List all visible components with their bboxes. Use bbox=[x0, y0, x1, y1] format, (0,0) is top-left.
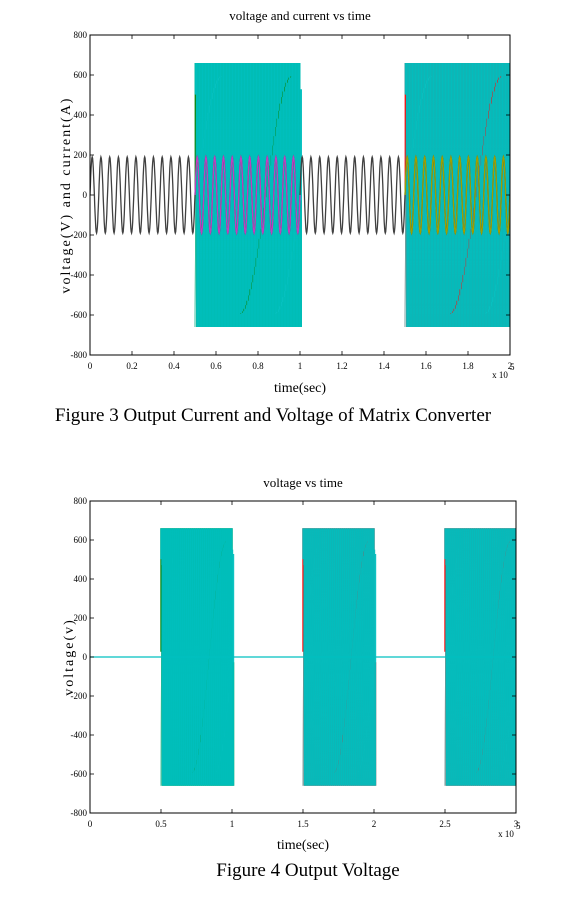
pwm-edge bbox=[404, 62, 510, 328]
x-tick-label: 0 bbox=[88, 361, 93, 371]
x-tick-label: 0.5 bbox=[155, 819, 167, 829]
figure-4: 0 0.5 1 1.5 2 2.5 3 800 600 400 200 0 -200 -400 -600 -8… bbox=[0, 465, 576, 897]
x-tick-label: 1.6 bbox=[420, 361, 432, 371]
series-olive-6 bbox=[404, 154, 510, 236]
x-tick-label: 0 bbox=[88, 819, 93, 829]
y-tick-label: 200 bbox=[74, 150, 88, 160]
x-tick-label: 2 bbox=[508, 361, 513, 371]
x-multiplier: x 10 bbox=[498, 829, 514, 839]
y-tick-label: -600 bbox=[71, 769, 88, 779]
y-tick-label: -800 bbox=[71, 808, 88, 818]
x-tick-label: 1 bbox=[298, 361, 303, 371]
chart-output-current-voltage: 0 0.2 0.4 0.6 0.8 1 1.2 1.4 1.6 1.8 2 800 600 400 200 0… bbox=[59, 8, 515, 396]
chart-title: voltage and current vs time bbox=[229, 8, 371, 23]
x-axis-label: time(sec) bbox=[277, 838, 329, 853]
y-tick-label: 600 bbox=[74, 535, 88, 545]
x-tick-label: 0.4 bbox=[168, 361, 180, 371]
x-tick-label: 1 bbox=[230, 819, 235, 829]
y-tick-label: -400 bbox=[71, 730, 88, 740]
x-tick-label: 0.8 bbox=[252, 361, 264, 371]
y-axis-label: voltage(v) bbox=[62, 618, 77, 696]
y-tick-label: -200 bbox=[71, 691, 88, 701]
x-tick-label: 0.6 bbox=[210, 361, 222, 371]
y-tick-label: -800 bbox=[71, 350, 88, 360]
x-multiplier: x 10 bbox=[492, 370, 508, 380]
series-cyan-1 bbox=[160, 528, 235, 786]
plot-area bbox=[90, 528, 516, 786]
x-tick-label: 1.8 bbox=[462, 361, 474, 371]
y-tick-label: -200 bbox=[71, 230, 88, 240]
y-tick-label: 200 bbox=[74, 613, 88, 623]
y-tick-label: 0 bbox=[83, 190, 88, 200]
figure-3-caption: Figure 3 Output Current and Voltage of M… bbox=[54, 405, 492, 426]
x-tick-label: 1.5 bbox=[297, 819, 309, 829]
y-tick-label: -400 bbox=[71, 270, 88, 280]
series-magenta-5 bbox=[194, 154, 301, 236]
y-tick-label: 400 bbox=[74, 574, 88, 584]
y-tick-label: 800 bbox=[74, 30, 88, 40]
y-axis-label: voltage(V) and current(A) bbox=[59, 97, 74, 294]
series-cyan-3 bbox=[302, 528, 377, 786]
pwm-edge bbox=[302, 528, 375, 786]
x-tick-label: 3 bbox=[514, 819, 519, 829]
x-multiplier-exponent: 5 bbox=[510, 362, 515, 372]
sine-line bbox=[404, 154, 510, 236]
x-axis-label: time(sec) bbox=[274, 381, 326, 396]
series-cyan-5 bbox=[444, 528, 516, 786]
x-tick-label: 2.5 bbox=[439, 819, 451, 829]
y-tick-label: 400 bbox=[74, 110, 88, 120]
x-multiplier-exponent: 5 bbox=[516, 821, 521, 831]
x-tick-label: 0.2 bbox=[126, 361, 137, 371]
sine-line bbox=[194, 154, 301, 236]
x-tick-label: 2 bbox=[372, 819, 377, 829]
pwm-edge bbox=[194, 62, 301, 328]
plot-area bbox=[90, 62, 510, 328]
y-tick-label: -600 bbox=[71, 310, 88, 320]
x-tick-label: 1.4 bbox=[378, 361, 390, 371]
figure-4-caption: Figure 4 Output Voltage bbox=[216, 860, 400, 881]
x-tick-label: 1.2 bbox=[336, 361, 347, 371]
chart-output-voltage: 0 0.5 1 1.5 2 2.5 3 800 600 400 200 0 -200 -400 -600 -8… bbox=[62, 475, 521, 853]
pwm-edge bbox=[160, 528, 233, 786]
chart-title: voltage vs time bbox=[263, 475, 343, 490]
y-tick-label: 600 bbox=[74, 70, 88, 80]
y-tick-label: 800 bbox=[74, 496, 88, 506]
figure-3: 0 0.2 0.4 0.6 0.8 1 1.2 1.4 1.6 1.8 2 800 600 400 200 0… bbox=[0, 0, 576, 440]
pwm-edge bbox=[444, 528, 516, 786]
y-tick-label: 0 bbox=[83, 652, 88, 662]
